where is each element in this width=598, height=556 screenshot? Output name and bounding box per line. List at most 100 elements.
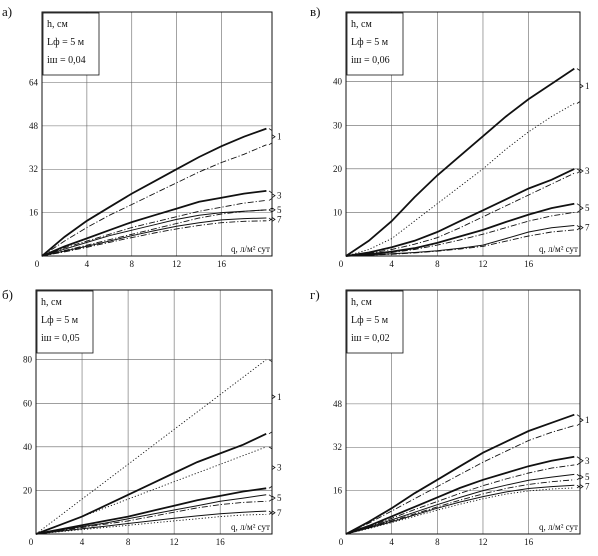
series-line-5 bbox=[35, 500, 267, 535]
legend-line: iш = 0,06 bbox=[351, 55, 390, 66]
y-tick-label: 20 bbox=[23, 485, 33, 495]
x-tick-label: 4 bbox=[389, 537, 394, 547]
y-tick-label: 40 bbox=[23, 442, 33, 452]
legend-line: iш = 0,05 bbox=[41, 333, 80, 344]
curve-label: 7 bbox=[277, 508, 282, 518]
curve-brace bbox=[576, 168, 584, 174]
y-tick-label: 40 bbox=[333, 77, 343, 87]
y-tick-label: 16 bbox=[333, 486, 343, 496]
y-tick-label: 20 bbox=[333, 164, 343, 174]
series-line-7 bbox=[345, 229, 575, 257]
x-tick-label: 12 bbox=[170, 537, 179, 547]
series-line-0 bbox=[345, 413, 575, 535]
y-tick-label: 16 bbox=[29, 208, 39, 218]
series-line-1 bbox=[41, 144, 267, 257]
series-line-4 bbox=[345, 473, 575, 535]
series-line-3 bbox=[41, 199, 267, 257]
y-tick-label: 60 bbox=[23, 398, 33, 408]
x-axis-label: q, л/м² сут bbox=[539, 522, 578, 532]
panel-label: г) bbox=[310, 287, 320, 302]
series-line-2 bbox=[41, 190, 267, 257]
curve-brace bbox=[268, 207, 276, 213]
x-tick-label: 16 bbox=[524, 259, 534, 269]
series-line-1 bbox=[345, 103, 575, 257]
x-tick-label: 12 bbox=[478, 537, 487, 547]
legend-box bbox=[346, 12, 404, 76]
curve-brace bbox=[268, 446, 276, 489]
series-line-7 bbox=[41, 220, 267, 257]
series-line-0 bbox=[41, 127, 267, 257]
legend-line: iш = 0,02 bbox=[351, 333, 390, 344]
curve-label: 5 bbox=[585, 203, 590, 213]
series-line-4 bbox=[35, 494, 267, 535]
curve-brace bbox=[576, 456, 584, 466]
curve-label: 5 bbox=[277, 493, 282, 503]
y-tick-label: 64 bbox=[29, 77, 39, 87]
series-line-6 bbox=[41, 217, 267, 257]
curve-label: 3 bbox=[277, 463, 282, 473]
legend-line: Lф = 5 м bbox=[351, 315, 389, 326]
series-line-3 bbox=[345, 464, 575, 535]
y-tick-label: 48 bbox=[29, 121, 39, 131]
x-tick-label: 8 bbox=[130, 259, 135, 269]
series-line-1 bbox=[35, 432, 267, 535]
plot-frame bbox=[345, 11, 581, 257]
legend-line: h, см bbox=[351, 297, 372, 308]
series-line-6 bbox=[35, 510, 267, 535]
x-axis-label: q, л/м² сут bbox=[539, 244, 578, 254]
x-tick-label: 8 bbox=[435, 259, 440, 269]
series-line-2 bbox=[345, 168, 575, 257]
x-tick-label: 8 bbox=[126, 537, 131, 547]
curve-label: 3 bbox=[585, 456, 590, 466]
legend-line: h, см bbox=[47, 19, 68, 30]
curve-brace bbox=[576, 224, 584, 231]
legend-box bbox=[346, 290, 404, 354]
legend-line: h, см bbox=[41, 297, 62, 308]
curve-label: 7 bbox=[585, 482, 590, 492]
curve-brace bbox=[268, 216, 276, 223]
legend-box bbox=[36, 290, 94, 354]
legend-line: Lф = 5 м bbox=[41, 315, 79, 326]
origin-label: 0 bbox=[35, 259, 40, 269]
panel-label: в) bbox=[310, 4, 320, 19]
x-tick-label: 16 bbox=[217, 259, 227, 269]
y-tick-label: 32 bbox=[333, 442, 342, 452]
series-line-7 bbox=[35, 513, 267, 535]
series-line-4 bbox=[345, 202, 575, 257]
series-line-2 bbox=[35, 446, 267, 535]
y-tick-label: 30 bbox=[333, 120, 343, 130]
y-tick-label: 32 bbox=[29, 164, 38, 174]
x-tick-label: 4 bbox=[85, 259, 90, 269]
y-tick-label: 48 bbox=[333, 399, 343, 409]
series-line-7 bbox=[345, 487, 575, 535]
curve-brace bbox=[268, 190, 276, 201]
origin-label: 0 bbox=[29, 537, 34, 547]
curve-brace bbox=[576, 483, 584, 490]
x-tick-label: 4 bbox=[80, 537, 85, 547]
origin-label: 0 bbox=[339, 259, 344, 269]
curve-brace bbox=[268, 128, 276, 146]
curve-label: 1 bbox=[277, 392, 282, 402]
origin-label: 0 bbox=[339, 537, 344, 547]
legend-box bbox=[42, 12, 100, 76]
y-tick-label: 10 bbox=[333, 207, 343, 217]
curve-label: 1 bbox=[277, 132, 282, 142]
x-axis-label: q, л/м² сут bbox=[231, 244, 270, 254]
x-tick-label: 16 bbox=[524, 537, 534, 547]
series-line-0 bbox=[345, 67, 575, 257]
x-tick-label: 16 bbox=[216, 537, 226, 547]
curve-label: 1 bbox=[585, 81, 590, 91]
x-tick-label: 4 bbox=[389, 259, 394, 269]
series-line-4 bbox=[41, 209, 267, 257]
curve-brace bbox=[268, 494, 276, 502]
chart-panel-2: б) 4 8 12 16 20 40 60 80 0 q, л/м² сут h, см Lф = 5 … bbox=[2, 287, 282, 547]
series-line-3 bbox=[345, 172, 575, 257]
chart-panel-1: в) 4 8 12 16 10 20 30 40 0 q, л/м² сут h, см Lф = 5 … bbox=[310, 4, 590, 269]
panel-label: а) bbox=[2, 4, 12, 19]
legend-line: iш = 0,04 bbox=[47, 55, 86, 66]
curve-label: 3 bbox=[277, 191, 282, 201]
curve-label: 7 bbox=[585, 223, 590, 233]
series-line-5 bbox=[41, 209, 267, 257]
